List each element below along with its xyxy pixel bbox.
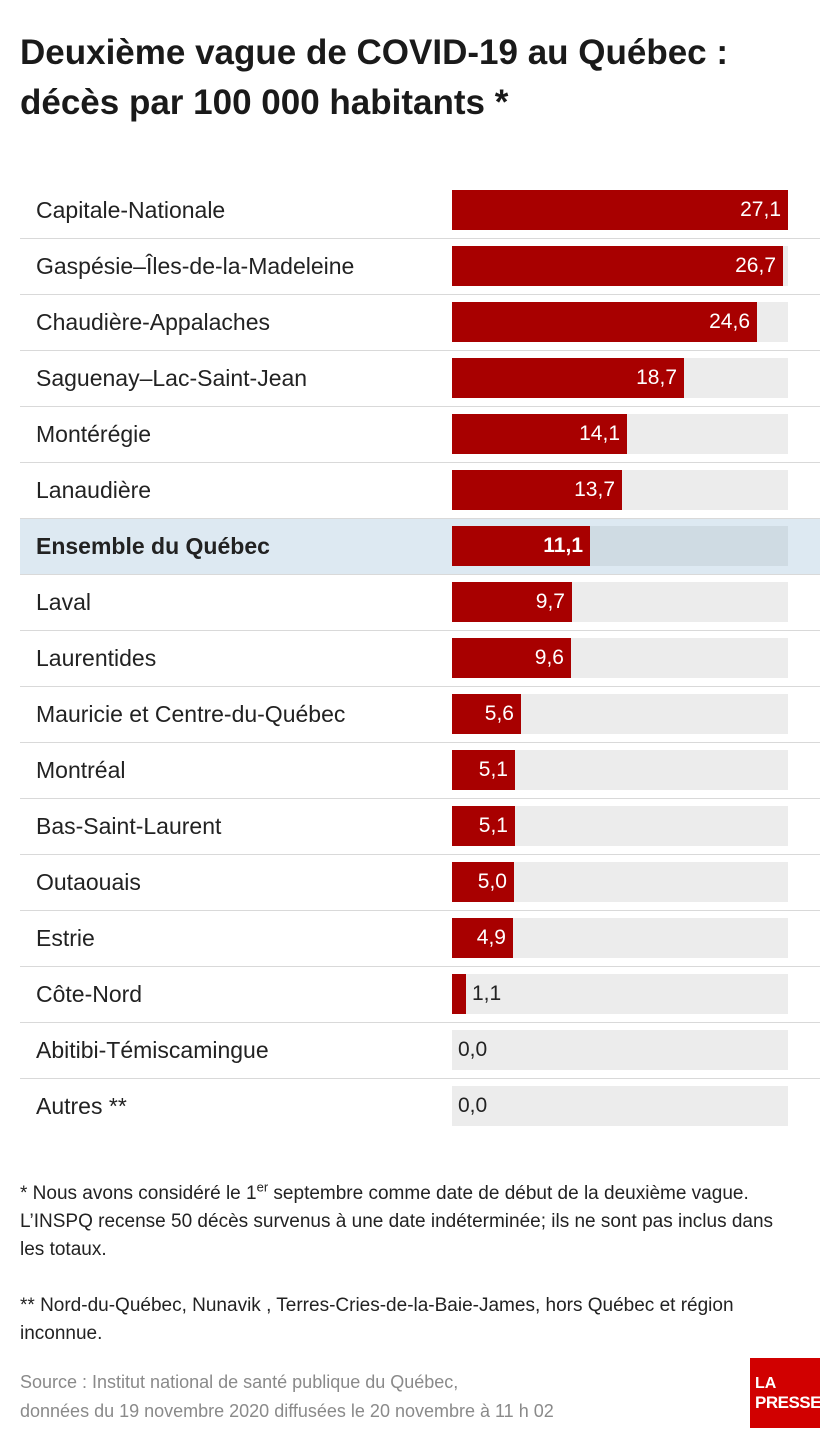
source-line1: Source : Institut national de santé publ…: [20, 1372, 459, 1392]
chart-row: Laurentides 9,6: [20, 631, 820, 687]
value-label: 14,1: [579, 422, 620, 445]
category-label: Saguenay–Lac-Saint-Jean: [36, 365, 308, 391]
value-label: 1,1: [472, 982, 502, 1005]
bar-track: 0,0: [452, 1086, 788, 1126]
value-label: 24,6: [709, 310, 750, 333]
chart-row: Saguenay–Lac-Saint-Jean 18,7: [20, 351, 820, 407]
bar: [452, 246, 783, 286]
category-label: Laval: [36, 589, 91, 615]
bar: [452, 358, 684, 398]
chart-row: Abitibi-Témiscamingue 0,0: [20, 1023, 820, 1079]
value-label: 9,7: [535, 590, 565, 613]
category-label: Lanaudière: [36, 477, 152, 503]
bar: [452, 302, 757, 342]
bar-track: 5,1: [452, 750, 788, 790]
chart-row: Bas-Saint-Laurent 5,1: [20, 799, 820, 855]
chart-row: Mauricie et Centre-du-Québec 5,6: [20, 687, 820, 743]
bar: [452, 470, 622, 510]
value-label: 9,6: [534, 646, 564, 669]
bar-track: 27,1: [452, 190, 788, 230]
value-label: 11,1: [543, 534, 583, 557]
bar-track: 18,7: [452, 358, 788, 398]
footnote-1-superscript: er: [256, 1179, 269, 1195]
chart-row: Capitale-Nationale 27,1: [20, 183, 820, 239]
chart-row: Outaouais 5,0: [20, 855, 820, 911]
category-label: Mauricie et Centre-du-Québec: [36, 701, 346, 727]
source-credit: Source : Institut national de santé publ…: [20, 1368, 660, 1426]
bar: [452, 526, 590, 566]
category-label: Chaudière-Appalaches: [36, 309, 270, 335]
bar: [452, 862, 514, 902]
bar-track: 5,6: [452, 694, 788, 734]
bar-track: 24,6: [452, 302, 788, 342]
bar: [452, 638, 571, 678]
chart-row: Chaudière-Appalaches 24,6: [20, 295, 820, 351]
chart-row: Laval 9,7: [20, 575, 820, 631]
chart-row: Autres ** 0,0: [20, 1079, 820, 1135]
value-label: 13,7: [574, 478, 615, 501]
bar-track: 9,7: [452, 582, 788, 622]
value-label: 27,1: [740, 198, 781, 221]
logo-text-line2: PRESSE: [755, 1392, 821, 1412]
bar-chart: Capitale-Nationale 27,1 Gaspésie–Îles-de-l…: [20, 183, 820, 1135]
category-label: Montréal: [36, 757, 126, 783]
bar: [452, 582, 572, 622]
category-label: Montérégie: [36, 421, 152, 447]
footnote-1: * Nous avons considéré le 1er septembre …: [20, 1180, 800, 1264]
category-label: Côte-Nord: [36, 981, 143, 1007]
bar-track: 13,7: [452, 470, 788, 510]
logo-text-line1: LA: [755, 1374, 777, 1392]
bar-track: 4,9: [452, 918, 788, 958]
category-label: Bas-Saint-Laurent: [36, 813, 222, 839]
bar-track: 0,0: [452, 1030, 788, 1070]
footnote-1-start: * Nous avons considéré le 1: [20, 1183, 257, 1204]
category-label: Gaspésie–Îles-de-la-Madeleine: [36, 253, 355, 279]
category-label: Capitale-Nationale: [36, 197, 226, 223]
bar-track: 26,7: [452, 246, 788, 286]
bar: [452, 974, 466, 1014]
category-label: Abitibi-Témiscamingue: [36, 1037, 269, 1063]
value-label: 18,7: [636, 366, 677, 389]
value-label: 5,1: [478, 758, 508, 781]
chart-row: Montréal 5,1: [20, 743, 820, 799]
value-label: 0,0: [458, 1038, 488, 1061]
bar-track: 11,1: [452, 526, 788, 566]
source-line2: données du 19 novembre 2020 diffusées le…: [20, 1401, 554, 1421]
chart-title: Deuxième vague de COVID-19 au Québec : d…: [20, 28, 820, 128]
chart-row: Lanaudière 13,7: [20, 463, 820, 519]
category-label: Laurentides: [36, 645, 157, 671]
chart-row: Gaspésie–Îles-de-la-Madeleine 26,7: [20, 239, 820, 295]
chart-row: Ensemble du Québec 11,1: [20, 519, 820, 575]
chart-title-line2: décès par 100 000 habitants *: [20, 83, 509, 122]
bar-track: 9,6: [452, 638, 788, 678]
bar-track: 5,0: [452, 862, 788, 902]
chart-row: Côte-Nord 1,1: [20, 967, 820, 1023]
value-label: 4,9: [476, 926, 506, 949]
value-label: 5,0: [477, 870, 507, 893]
bar: [452, 414, 627, 454]
bar-track: 14,1: [452, 414, 788, 454]
chart-row: Montérégie 14,1: [20, 407, 820, 463]
bar: [452, 750, 515, 790]
bar: [452, 918, 513, 958]
footnote-2: ** Nord-du-Québec, Nunavik , Terres-Crie…: [20, 1295, 734, 1344]
value-label: 26,7: [735, 254, 776, 277]
chart-title-line1: Deuxième vague de COVID-19 au Québec :: [20, 33, 729, 72]
bar-track: 5,1: [452, 806, 788, 846]
bar-track: 1,1: [452, 974, 788, 1014]
value-label: 0,0: [458, 1094, 488, 1117]
category-label: Ensemble du Québec: [36, 533, 270, 559]
chart-row: Estrie 4,9: [20, 911, 820, 967]
category-label: Autres **: [36, 1093, 127, 1119]
la-presse-logo: LA PRESSE: [750, 1358, 821, 1428]
value-label: 5,6: [484, 702, 514, 725]
category-label: Outaouais: [36, 869, 141, 895]
bar: [452, 806, 515, 846]
footnote-1-end: septembre comme date de début de la deux…: [20, 1183, 774, 1260]
bar: [452, 694, 521, 734]
bar: [452, 190, 788, 230]
footnotes: * Nous avons considéré le 1er septembre …: [20, 1180, 800, 1348]
category-label: Estrie: [36, 925, 95, 951]
value-label: 5,1: [478, 814, 508, 837]
